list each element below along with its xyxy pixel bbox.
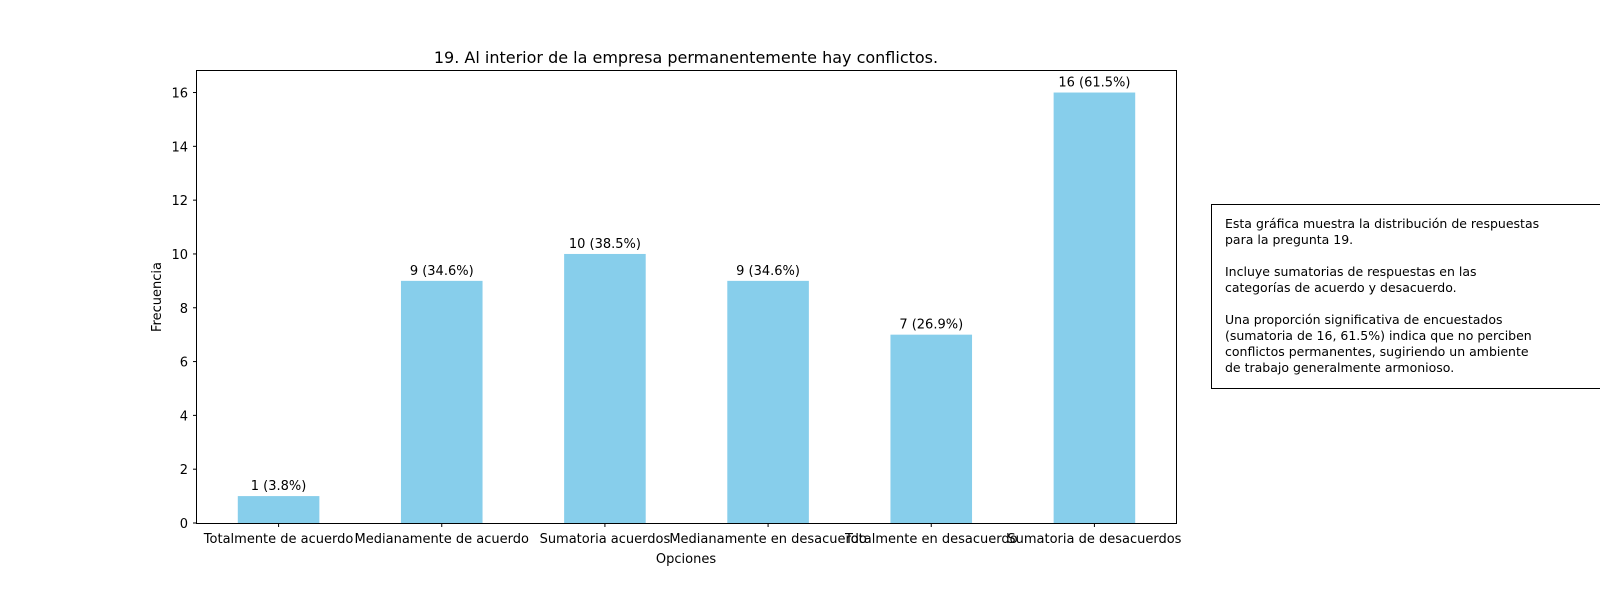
y-tick-label: 14 bbox=[171, 140, 188, 155]
x-tick-label: Sumatoria de desacuerdos bbox=[1007, 532, 1181, 547]
bar bbox=[727, 280, 809, 523]
y-axis-label: Frecuencia bbox=[150, 262, 165, 332]
bar bbox=[237, 496, 320, 523]
annotation-paragraph-3: Una proporción significativa de encuesta… bbox=[1225, 312, 1532, 375]
y-tick-label: 10 bbox=[171, 248, 188, 263]
x-tick-label: Totalmente en desacuerdo bbox=[844, 532, 1018, 547]
annotation-paragraph-2: Incluye sumatorias de respuestas en las … bbox=[1225, 264, 1477, 295]
y-axis-ticks: 0 2 4 6 8 10 12 14 16 bbox=[171, 87, 197, 532]
bar bbox=[564, 253, 646, 523]
bar bbox=[890, 334, 973, 523]
annotation-paragraph-1: Esta gráfica muestra la distribución de … bbox=[1225, 216, 1540, 247]
bars-group bbox=[237, 92, 1136, 524]
data-label: 7 (26.9%) bbox=[899, 318, 963, 333]
y-tick-label: 0 bbox=[180, 517, 188, 532]
data-label: 10 (38.5%) bbox=[569, 237, 641, 252]
data-labels: 1 (3.8%) 9 (34.6%) 10 (38.5%) 9 (34.6%) 7 (2… bbox=[251, 76, 1131, 495]
data-label: 9 (34.6%) bbox=[410, 264, 474, 279]
data-label: 16 (61.5%) bbox=[1058, 76, 1130, 91]
x-tick-label: Medianamente de acuerdo bbox=[355, 532, 529, 547]
x-tick-label: Totalmente de acuerdo bbox=[203, 532, 354, 547]
y-tick-label: 2 bbox=[180, 463, 188, 478]
y-tick-label: 4 bbox=[180, 409, 188, 424]
y-tick-label: 12 bbox=[171, 194, 188, 209]
bar bbox=[400, 280, 483, 523]
x-tick-label: Sumatoria acuerdos bbox=[540, 532, 671, 547]
chart-title: 19. Al interior de la empresa permanente… bbox=[434, 48, 938, 67]
x-axis-ticks: Totalmente de acuerdo Medianamente de acu… bbox=[203, 523, 1182, 547]
data-label: 9 (34.6%) bbox=[736, 264, 800, 279]
bar bbox=[1053, 92, 1136, 524]
x-axis-label: Opciones bbox=[656, 552, 716, 567]
y-tick-label: 8 bbox=[180, 302, 188, 317]
annotation-box: Esta gráfica muestra la distribución de … bbox=[1211, 204, 1600, 389]
y-tick-label: 16 bbox=[171, 87, 188, 102]
data-label: 1 (3.8%) bbox=[251, 479, 307, 494]
plot-frame bbox=[196, 70, 1177, 524]
x-tick-label: Medianamente en desacuerdo bbox=[669, 532, 866, 547]
y-tick-label: 6 bbox=[180, 356, 188, 371]
